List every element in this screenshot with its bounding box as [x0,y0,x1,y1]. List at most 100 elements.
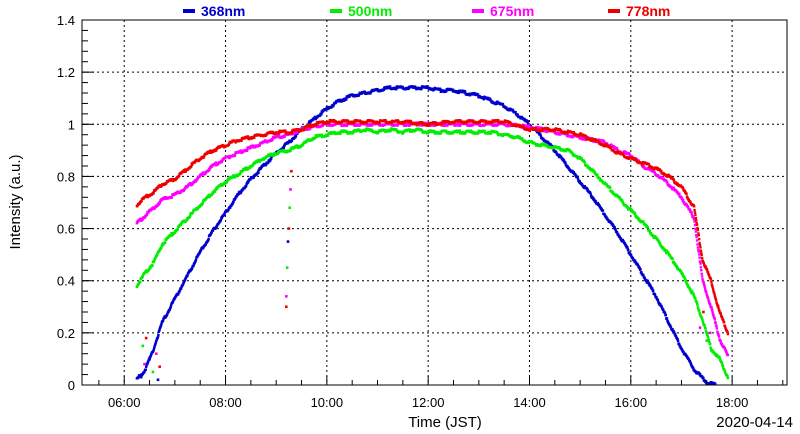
data-point [695,233,698,237]
data-point [180,287,183,290]
data-point [207,238,210,241]
data-point [701,320,705,324]
data-point [314,117,318,120]
data-point [256,160,260,163]
data-point [703,283,706,287]
data-point [723,368,726,372]
data-point [477,131,480,134]
data-point [697,307,700,310]
data-point [549,143,552,146]
data-point [596,174,599,177]
data-point [715,325,718,328]
data-point [145,213,149,216]
data-point [136,285,139,288]
data-point [627,248,630,252]
data-point [357,94,361,97]
data-point [576,176,579,179]
data-point [234,175,238,178]
data-point [571,135,575,139]
data-point [199,250,202,253]
data-point [564,161,567,164]
data-point [676,339,680,343]
data-point [725,351,728,354]
data-point [694,230,698,233]
data-point [152,190,155,194]
data-point [289,149,292,152]
data-point [258,144,261,147]
data-point [483,130,486,133]
data-point [704,327,707,330]
data-point [576,155,579,158]
data-point [615,146,619,150]
data-point [152,260,156,263]
data-point [234,152,237,156]
data-point [176,227,180,231]
data-point [646,280,649,283]
data-point [223,212,226,215]
data-point [309,123,312,126]
data-point [696,246,700,249]
data-point [682,351,685,354]
data-point [668,323,672,327]
data-point [718,338,722,342]
data-point [266,161,270,164]
data-point [193,261,196,265]
data-point [678,344,682,348]
data-point [594,200,597,203]
data-point [706,336,710,339]
data-point [618,196,622,199]
data-point [245,184,248,188]
data-point [154,342,157,346]
data-point [369,92,372,95]
data-point [143,216,147,219]
data-point [212,191,215,195]
data-point [192,264,195,268]
data-point [665,318,669,321]
data-point [333,130,336,134]
data-point [527,141,530,145]
data-point [707,298,710,302]
data-point [559,133,562,136]
data-point [675,336,679,340]
data-point [408,121,411,124]
data-point [290,130,294,134]
data-point [501,102,505,106]
data-point [330,119,334,122]
data-point [138,202,142,205]
data-point [168,308,172,311]
data-point [240,139,243,142]
data-point [700,317,704,320]
data-point [683,275,686,279]
data-point [326,105,329,109]
data-point [324,135,327,138]
data-point [359,123,362,127]
data-point [692,294,696,297]
data-point [676,338,679,341]
data-point [167,310,170,314]
data-point [451,88,454,91]
data-point [645,281,649,284]
data-point [601,209,605,212]
data-point [294,134,298,137]
data-point [476,93,480,96]
data-point [610,221,613,224]
data-point [156,335,160,339]
data-point [509,124,512,127]
data-point [619,237,622,240]
data-point [237,192,240,196]
data-point [166,313,169,316]
data-point [591,195,594,199]
data-point [155,339,158,343]
data-point [722,366,725,369]
data-point [439,88,442,91]
data-point [170,196,174,199]
data-point [158,201,161,205]
data-point [702,280,705,284]
data-point [679,269,683,273]
data-point [157,203,161,206]
data-point [681,199,685,202]
data-point [295,144,299,147]
data-point [697,309,701,312]
data-point [202,155,206,159]
data-point [154,341,158,344]
